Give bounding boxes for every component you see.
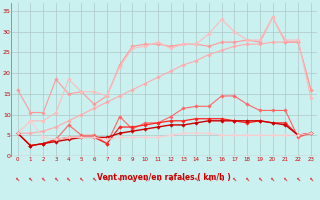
Text: ←: ← [295,175,301,182]
Text: ←: ← [40,175,47,182]
Text: ←: ← [14,175,21,182]
Text: ←: ← [116,175,123,182]
Text: ←: ← [256,175,263,182]
Text: ←: ← [244,175,251,182]
Text: ←: ← [27,175,34,182]
Text: ←: ← [282,175,289,182]
Text: ←: ← [65,175,72,182]
Text: ←: ← [167,175,174,182]
Text: ←: ← [78,175,85,182]
Text: ←: ← [218,175,225,182]
X-axis label: Vent moyen/en rafales ( km/h ): Vent moyen/en rafales ( km/h ) [97,173,231,182]
Text: ←: ← [269,175,276,182]
Text: ←: ← [91,175,98,182]
Text: ←: ← [180,175,187,182]
Text: ←: ← [155,175,161,182]
Text: ←: ← [142,175,148,182]
Text: ←: ← [104,175,110,182]
Text: ←: ← [205,175,212,182]
Text: ←: ← [52,175,59,182]
Text: ←: ← [231,175,238,182]
Text: ←: ← [193,175,200,182]
Text: ←: ← [129,175,136,182]
Text: ←: ← [308,175,314,182]
